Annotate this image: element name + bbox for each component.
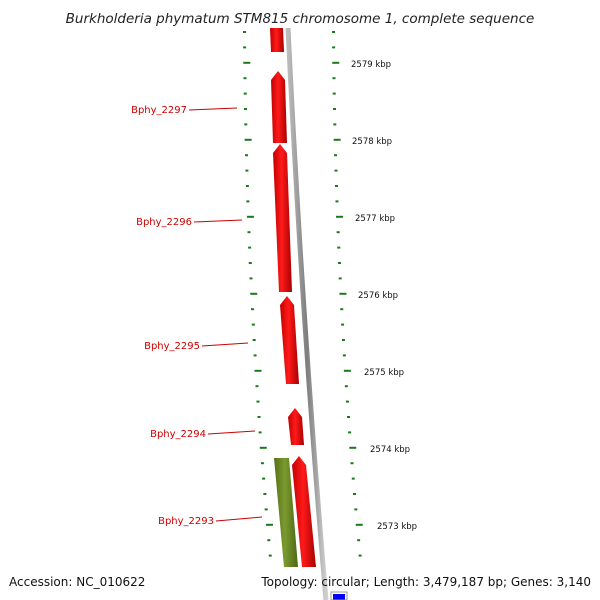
- scale-label-2574: 2574 kbp: [370, 445, 410, 455]
- gene-arrow-bphy-2294[interactable]: [288, 408, 304, 445]
- gene-arrow-reverse[interactable]: [274, 458, 298, 567]
- scale-label-2577: 2577 kbp: [355, 214, 395, 224]
- outer-scale-ticks: [332, 31, 363, 557]
- gene-label-bphy-2296[interactable]: Bphy_2296: [136, 217, 192, 228]
- scale-label-2573: 2573 kbp: [377, 522, 417, 532]
- gene-arrow-bphy-2297[interactable]: [271, 71, 287, 143]
- scale-label-2575: 2575 kbp: [364, 368, 404, 378]
- sequence-backbone: [285, 27, 329, 600]
- position-marker-border: [330, 591, 348, 600]
- scale-label-2578: 2578 kbp: [352, 137, 392, 147]
- gene-label-bphy-2295[interactable]: Bphy_2295: [144, 341, 200, 352]
- accession-text: Accession: NC_010622: [9, 575, 145, 589]
- gene-arrow-bphy-2296[interactable]: [273, 144, 292, 292]
- position-marker: [333, 594, 345, 600]
- topology-summary: Topology: circular; Length: 3,479,187 bp…: [260, 575, 591, 589]
- scale-label-2576: 2576 kbp: [358, 291, 398, 301]
- leader-line-bphy-2296: [193, 219, 243, 223]
- gene-label-bphy-2294[interactable]: Bphy_2294: [150, 429, 206, 440]
- inner-scale-ticks: [243, 31, 273, 557]
- leader-line-bphy-2293: [215, 516, 263, 522]
- gene-arrow-top[interactable]: [270, 28, 284, 52]
- gene-labels: Bphy_2297 Bphy_2296 Bphy_2295 Bphy_2294 …: [131, 105, 263, 527]
- gene-arrow-bphy-2293[interactable]: [292, 456, 316, 567]
- leader-line-bphy-2297: [188, 107, 238, 111]
- gene-features: [270, 28, 316, 567]
- map-title: Burkholderia phymatum STM815 chromosome …: [66, 11, 535, 27]
- gene-label-bphy-2297[interactable]: Bphy_2297: [131, 105, 187, 116]
- scale-label-2579: 2579 kbp: [351, 60, 391, 70]
- scale-labels: 2579 kbp 2578 kbp 2577 kbp 2576 kbp 2575…: [351, 60, 417, 532]
- gene-label-bphy-2293[interactable]: Bphy_2293: [158, 516, 214, 527]
- leader-line-bphy-2294: [207, 430, 256, 435]
- gene-arrow-bphy-2295[interactable]: [280, 296, 299, 384]
- leader-line-bphy-2295: [201, 342, 249, 347]
